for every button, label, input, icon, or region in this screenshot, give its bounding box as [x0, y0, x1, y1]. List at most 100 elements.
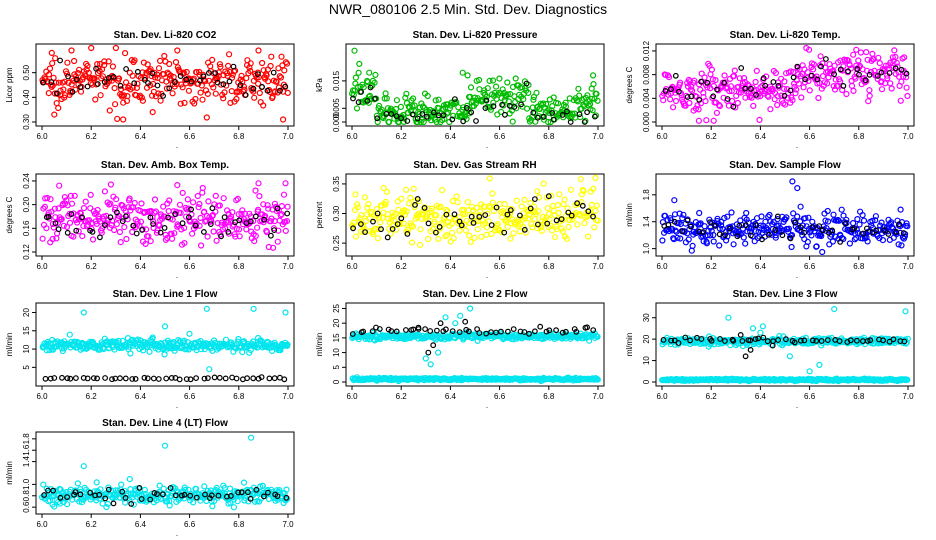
average-point [696, 96, 703, 103]
average-point [196, 77, 203, 84]
data-point [783, 214, 790, 221]
data-point [772, 69, 780, 77]
average-point [704, 79, 711, 86]
average-point [244, 489, 251, 496]
data-point [710, 231, 717, 239]
chart-temp: Stan. Dev. Li-820 Temp.6.0 6.2 6.4 6.6 6.8 7.… [625, 30, 915, 150]
average-point [742, 222, 749, 229]
average-point [893, 228, 900, 235]
data-point [63, 70, 71, 77]
average-point [468, 213, 475, 220]
data-point [789, 178, 796, 185]
data-point [540, 180, 547, 187]
plot-frame [655, 302, 915, 387]
data-point [230, 504, 237, 511]
data-point [895, 241, 902, 248]
average-point [419, 111, 426, 117]
data-point [544, 118, 552, 126]
average-point [270, 69, 277, 76]
data-point [383, 95, 390, 102]
average-point [188, 206, 195, 213]
data-point [904, 223, 911, 230]
data-point [831, 306, 838, 313]
x-tick-label: 6.6 [494, 132, 506, 141]
data-point [368, 208, 375, 216]
data-point [473, 204, 480, 211]
average-point [274, 493, 281, 500]
average-point [739, 338, 746, 344]
data-point [198, 346, 205, 353]
average-point [722, 232, 728, 239]
average-point [505, 328, 511, 335]
data-point [780, 85, 788, 92]
y-tick-label: 0.000 [332, 111, 341, 132]
data-point [817, 53, 824, 60]
average-point [530, 109, 537, 116]
data-point [281, 67, 288, 74]
y-axis-label: degrees C [625, 66, 634, 103]
data-point [523, 105, 531, 112]
average-point [215, 492, 222, 499]
data-point [748, 225, 755, 232]
data-point [97, 486, 104, 493]
data-point [856, 221, 863, 228]
average-point [109, 376, 115, 383]
average-point [65, 73, 71, 80]
average-point [214, 79, 221, 86]
data-point [770, 218, 777, 226]
data-point [479, 96, 486, 103]
data-point [138, 94, 145, 101]
data-point [759, 323, 767, 330]
average-point [57, 494, 64, 501]
average-point [698, 336, 705, 342]
average-point [119, 218, 126, 225]
data-point [484, 85, 491, 92]
x-axis-mark: . [486, 271, 488, 280]
plot-frame [35, 173, 295, 257]
x-axis-mark: . [176, 271, 178, 280]
data-point [411, 102, 418, 109]
plot-frame [655, 173, 915, 257]
data-point [710, 117, 717, 124]
average-point [119, 488, 126, 495]
data-point [902, 74, 910, 81]
data-point [516, 228, 524, 235]
data-point [280, 116, 287, 123]
chart-title: Stan. Dev. Amb. Box Temp. [101, 160, 229, 171]
average-point [724, 96, 731, 102]
data-point [282, 180, 289, 187]
data-point [695, 117, 703, 124]
average-point [553, 217, 560, 224]
average-point [584, 324, 590, 331]
data-point [869, 50, 876, 58]
data-point [902, 308, 909, 315]
average-point [398, 215, 405, 222]
average-point [451, 211, 458, 218]
data-point [116, 228, 124, 236]
y-tick-label: 10 [332, 348, 341, 357]
x-tick-label: 6.0 [656, 132, 668, 141]
data-point [79, 233, 86, 240]
data-point [854, 216, 861, 223]
average-point [52, 220, 59, 227]
average-point [105, 486, 112, 493]
x-tick-label: 6.8 [233, 520, 245, 529]
y-tick-label: 0.6 [22, 501, 31, 513]
data-point [450, 235, 457, 242]
data-point [491, 89, 498, 97]
average-point [250, 375, 257, 382]
data-point [559, 228, 567, 235]
data-point [203, 114, 210, 121]
data-point [48, 208, 55, 215]
average-point [449, 328, 456, 335]
data-point [229, 209, 236, 216]
data-point [879, 237, 887, 244]
data-point [756, 116, 763, 124]
data-point [112, 44, 120, 52]
data-point [365, 201, 372, 208]
x-tick-label: 6.0 [36, 262, 48, 271]
data-point [697, 86, 704, 93]
x-tick-label: 6.4 [135, 392, 147, 401]
average-point [136, 485, 143, 491]
data-point [742, 94, 749, 101]
